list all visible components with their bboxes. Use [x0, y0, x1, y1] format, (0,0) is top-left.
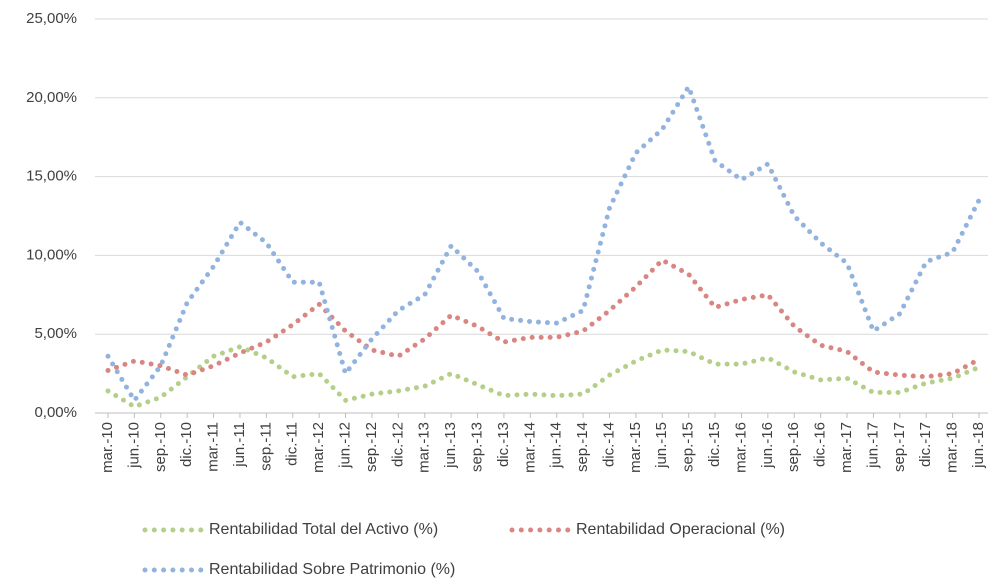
x-tick-label: sep.-14 [574, 422, 591, 472]
x-tick-label: jun.-10 [125, 422, 142, 469]
legend-label: Rentabilidad Operacional (%) [576, 521, 785, 538]
x-tick-label: sep.-12 [363, 422, 380, 472]
legend-label: Rentabilidad Total del Activo (%) [209, 521, 438, 538]
x-tick-label: dic.-16 [812, 422, 829, 467]
x-tick-label: mar.-16 [732, 422, 749, 473]
legend-label: Rentabilidad Sobre Patrimonio (%) [209, 561, 455, 578]
x-tick-label: jun.-12 [337, 422, 354, 469]
series-line [105, 257, 982, 380]
y-tick-label: 25,00% [26, 10, 77, 27]
x-tick-label: mar.-10 [99, 422, 116, 473]
x-tick-label: dic.-13 [495, 422, 512, 467]
x-tick-label: dic.-10 [178, 422, 195, 467]
x-tick-label: jun.-17 [864, 422, 881, 469]
x-tick-label: mar.-18 [944, 422, 961, 473]
y-tick-label: 10,00% [26, 246, 77, 263]
y-tick-label: 15,00% [26, 168, 77, 185]
x-tick-label: dic.-14 [600, 422, 617, 467]
y-tick-label: 20,00% [26, 89, 77, 106]
x-tick-label: dic.-12 [389, 422, 406, 467]
y-tick-label: 5,00% [34, 325, 77, 342]
x-tick-label: jun.-13 [442, 422, 459, 469]
x-tick-label: jun.-16 [759, 422, 776, 469]
x-tick-label: sep.-17 [891, 422, 908, 472]
x-tick-label: mar.-14 [521, 422, 538, 473]
x-tick-label: jun.-18 [970, 422, 987, 469]
x-tick-label: dic.-11 [284, 422, 301, 466]
x-tick-label: mar.-12 [310, 422, 327, 473]
x-tick-label: sep.-15 [680, 422, 697, 472]
series-line [105, 344, 982, 410]
x-tick-label: dic.-17 [917, 422, 934, 467]
x-tick-label: dic.-15 [706, 422, 723, 467]
x-tick-label: jun.-14 [548, 422, 565, 469]
x-tick-label: sep.-11 [257, 422, 274, 471]
x-tick-label: mar.-15 [627, 422, 644, 473]
x-tick-label: mar.-13 [416, 422, 433, 473]
x-tick-label: mar.-11 [205, 422, 222, 472]
x-tick-label: sep.-13 [468, 422, 485, 472]
x-tick-label: jun.-15 [653, 422, 670, 469]
x-tick-label: sep.-16 [785, 422, 802, 472]
x-tick-label: sep.-10 [152, 422, 169, 472]
x-tick-label: jun.-11 [231, 422, 248, 468]
y-tick-label: 0,00% [34, 404, 77, 421]
x-tick-label: mar.-17 [838, 422, 855, 473]
